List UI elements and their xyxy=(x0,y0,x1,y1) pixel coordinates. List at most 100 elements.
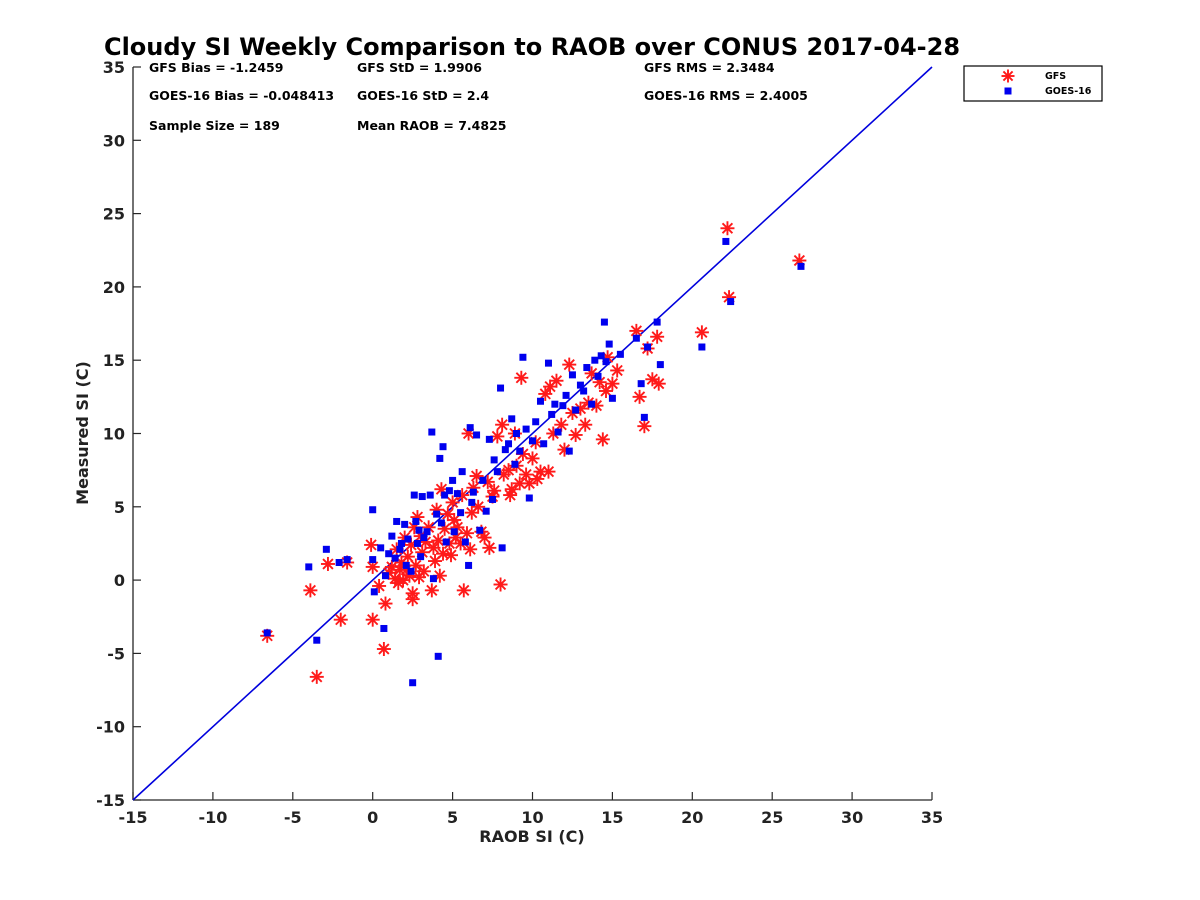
goes-16-point xyxy=(434,652,442,660)
gfs-point xyxy=(405,592,420,607)
x-tick-label: 20 xyxy=(681,808,703,827)
goes-16-point xyxy=(525,494,533,502)
goes-16-point xyxy=(605,340,613,348)
goes-16-point xyxy=(385,550,393,558)
goes-16-point xyxy=(583,364,591,372)
gfs-point xyxy=(333,612,348,627)
goes-16-point xyxy=(469,488,477,496)
gfs-point xyxy=(487,483,502,498)
gfs-point xyxy=(525,451,540,466)
goes-16-point xyxy=(370,588,378,596)
gfs-point xyxy=(482,540,497,555)
goes-16-point xyxy=(608,394,616,402)
goes-16-point xyxy=(656,361,664,369)
goes-16-point xyxy=(637,380,645,388)
y-tick-label: 0 xyxy=(114,571,125,590)
x-tick-label: 10 xyxy=(521,808,543,827)
goes-16-point xyxy=(397,539,405,547)
x-tick-label: -5 xyxy=(284,808,302,827)
gfs-point xyxy=(538,386,553,401)
goes-16-point xyxy=(322,545,330,553)
goes-16-point xyxy=(458,468,466,476)
goes-16-point xyxy=(449,476,457,484)
gfs-point xyxy=(543,379,558,394)
gfs-point xyxy=(456,583,471,598)
goes-16-point xyxy=(501,446,509,454)
gfs-point xyxy=(694,325,709,340)
goes-16-point xyxy=(393,517,401,525)
goes-16-point xyxy=(391,554,399,562)
x-tick-label: 30 xyxy=(841,808,863,827)
goes-16-point xyxy=(420,534,428,542)
goes-16-point xyxy=(600,318,608,326)
goes-16-point xyxy=(335,559,343,567)
gfs-point xyxy=(504,482,519,497)
goes-16-point xyxy=(441,491,449,499)
gfs-point xyxy=(568,427,583,442)
goes-16-point xyxy=(554,428,562,436)
gfs-point xyxy=(459,526,474,541)
goes-16-point xyxy=(698,343,706,351)
gfs-point xyxy=(578,417,593,432)
stat-label: Sample Size = 189 xyxy=(149,118,280,133)
x-tick-label: -10 xyxy=(198,808,227,827)
gfs-point xyxy=(303,583,318,598)
goes-16-point xyxy=(640,413,648,421)
x-tick-label: 5 xyxy=(447,808,458,827)
goes-16-point xyxy=(513,430,521,437)
goes-16-point xyxy=(727,298,735,306)
gfs-point xyxy=(650,329,665,344)
x-tick-label: -15 xyxy=(119,808,148,827)
goes-16-point xyxy=(453,490,461,498)
goes-16-point xyxy=(505,440,513,448)
gfs-point xyxy=(477,530,492,545)
goes-16-point xyxy=(559,402,567,410)
x-tick-label: 25 xyxy=(761,808,783,827)
goes-16-point xyxy=(388,532,396,540)
goes-16-point xyxy=(473,431,481,439)
y-tick-label: 35 xyxy=(103,58,125,77)
goes-16-point xyxy=(580,387,588,395)
goes-16-point xyxy=(465,561,473,569)
series-goes-16 xyxy=(263,237,805,687)
goes-16-point xyxy=(343,556,351,564)
gfs-point xyxy=(378,596,393,611)
gfs-point xyxy=(632,389,647,404)
goes-16-point xyxy=(313,636,321,644)
stat-label: GOES-16 RMS = 2.4005 xyxy=(644,88,808,103)
goes-16-point xyxy=(493,468,501,476)
stat-label: GOES-16 Bias = -0.048413 xyxy=(149,88,334,103)
gfs-point xyxy=(637,419,652,434)
goes-16-point xyxy=(381,572,389,580)
y-tick-label: 25 xyxy=(103,205,125,224)
legend-goes-16-label: GOES-16 xyxy=(1045,86,1092,97)
goes-16-point xyxy=(409,679,417,687)
goes-16-point xyxy=(305,563,313,571)
gfs-point xyxy=(320,556,335,571)
goes-16-point xyxy=(369,556,377,564)
goes-16-point xyxy=(797,262,805,270)
goes-16-point xyxy=(544,359,552,367)
x-tick-label: 15 xyxy=(601,808,623,827)
goes-16-point xyxy=(457,509,465,517)
goes-16-point xyxy=(497,384,505,392)
goes-16-point xyxy=(450,528,458,536)
goes-16-point xyxy=(519,353,527,361)
goes-16-point xyxy=(468,498,476,506)
goes-16-point xyxy=(597,352,605,360)
goes-16-point xyxy=(536,397,544,405)
gfs-point xyxy=(426,540,441,555)
reference-line-group xyxy=(132,66,933,801)
goes-16-point xyxy=(632,334,640,342)
goes-16-point xyxy=(489,495,497,503)
goes-16-point xyxy=(396,545,404,553)
gfs-point xyxy=(445,495,460,510)
goes-16-point xyxy=(490,456,498,464)
goes-16-point xyxy=(653,318,661,326)
goes-16-point xyxy=(532,418,540,426)
statistics-block: GFS Bias = -1.2459 GFS StD = 1.9906 GFS RM… xyxy=(149,60,808,133)
goes-16-point xyxy=(476,526,484,534)
goes-16-point xyxy=(442,538,450,546)
goes-16-point xyxy=(565,447,573,455)
y-tick-label: 10 xyxy=(103,425,125,444)
